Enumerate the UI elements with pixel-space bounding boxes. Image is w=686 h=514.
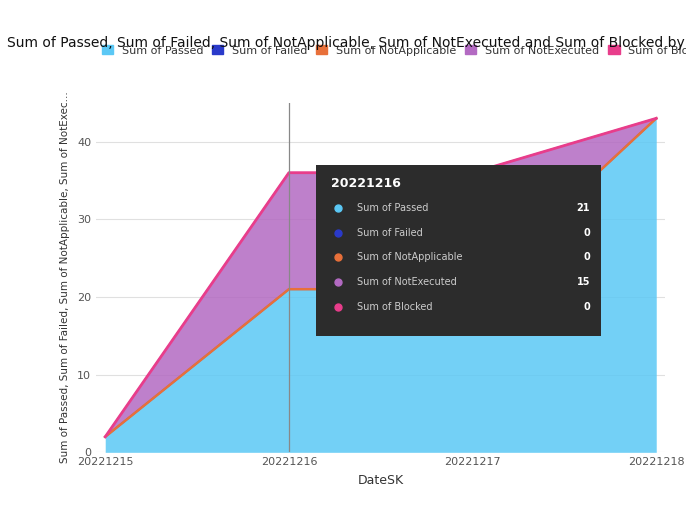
Y-axis label: Sum of Passed, Sum of Failed, Sum of NotApplicable, Sum of NotExec...: Sum of Passed, Sum of Failed, Sum of Not… [60, 91, 70, 464]
Text: 15: 15 [577, 277, 590, 287]
Text: Sum of Passed, Sum of Failed, Sum of NotApplicable, Sum of NotExecuted and Sum o: Sum of Passed, Sum of Failed, Sum of Not… [7, 36, 686, 50]
Legend: Sum of Passed, Sum of Failed, Sum of NotApplicable, Sum of NotExecuted, Sum of B: Sum of Passed, Sum of Failed, Sum of Not… [102, 45, 686, 56]
Text: 20221216: 20221216 [331, 177, 401, 190]
Text: Sum of Blocked: Sum of Blocked [357, 302, 432, 312]
Text: Sum of NotApplicable: Sum of NotApplicable [357, 252, 462, 262]
Text: 0: 0 [583, 228, 590, 237]
Text: Sum of Passed: Sum of Passed [357, 203, 428, 213]
Bar [316, 165, 601, 336]
Text: Sum of NotExecuted: Sum of NotExecuted [357, 277, 457, 287]
Text: Sum of Failed: Sum of Failed [357, 228, 423, 237]
Text: 0: 0 [583, 252, 590, 262]
X-axis label: DateSK: DateSK [357, 474, 404, 487]
Text: 0: 0 [583, 302, 590, 312]
Text: 21: 21 [577, 203, 590, 213]
